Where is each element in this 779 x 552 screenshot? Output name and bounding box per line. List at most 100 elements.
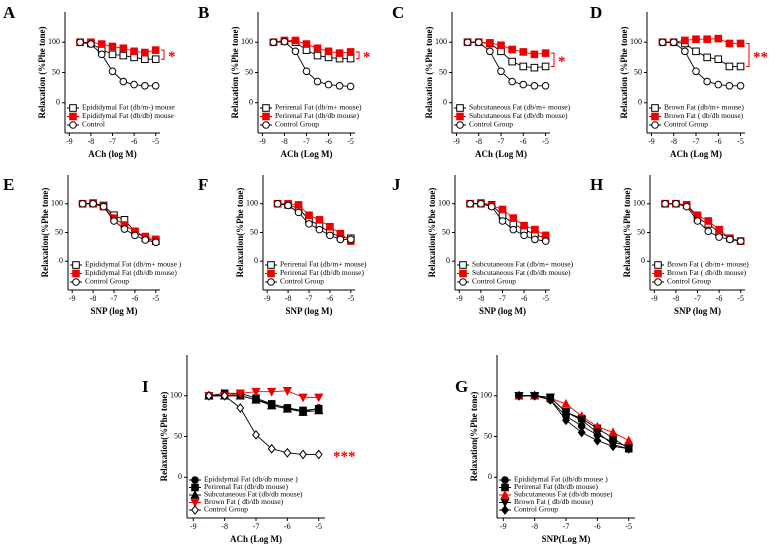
legend-label: Control Group	[514, 505, 558, 514]
panel-label: B	[198, 3, 209, 22]
marker	[530, 390, 539, 401]
marker	[110, 217, 118, 225]
x-axis-label: SNP (log M)	[286, 306, 333, 316]
y-axis-label: Relaxation(%Phe tone)	[159, 392, 169, 482]
x-tick-label: -6	[520, 137, 527, 146]
y-tick-label: 50	[634, 67, 642, 76]
x-tick-label: -8	[281, 137, 288, 146]
marker	[69, 112, 77, 121]
legend-label: Subcutaneous Fat (db/db mouse)	[469, 111, 568, 120]
marker	[283, 447, 292, 458]
legend-label: Control Group	[472, 277, 516, 286]
marker	[252, 429, 260, 440]
marker	[692, 35, 700, 44]
x-tick-label: -9	[500, 522, 507, 531]
marker	[519, 62, 528, 71]
marker	[251, 394, 261, 404]
significance: *	[168, 49, 176, 65]
marker	[141, 48, 149, 57]
x-axis-label: SNP (log M)	[674, 306, 721, 316]
marker	[726, 235, 734, 244]
marker	[541, 62, 550, 71]
marker	[669, 38, 678, 47]
y-tick-label: 0	[446, 256, 450, 265]
panel-label: D	[590, 3, 602, 22]
x-axis-label: ACh (Log M)	[475, 149, 527, 159]
legend-label: Subcutaneous Fat (db/m+ mouse)	[472, 260, 574, 269]
y-tick-label: 0	[254, 256, 258, 265]
y-tick-label: 50	[174, 431, 182, 440]
marker	[131, 231, 139, 240]
marker	[305, 220, 313, 228]
marker	[262, 104, 270, 112]
legend-label: Control Group	[85, 277, 129, 286]
marker	[324, 80, 333, 89]
y-tick-label: 100	[633, 199, 645, 208]
marker	[508, 77, 516, 86]
marker	[324, 47, 333, 56]
panel: G 0 50 100 -9 -8 -7 -6 -5 SNP(Log M) Relaxation(%P…	[455, 355, 635, 544]
x-tick-label: -9	[651, 294, 658, 303]
marker	[251, 387, 261, 397]
marker	[714, 34, 723, 43]
y-tick-label: 50	[637, 227, 645, 236]
panel-label: G	[455, 377, 468, 396]
x-tick-label: -5	[542, 137, 549, 146]
y-axis-label: Relaxation (%Phe tone)	[619, 27, 629, 119]
marker	[108, 67, 117, 76]
x-tick-label: -5	[315, 522, 322, 531]
marker	[347, 235, 355, 244]
panel: H 0 50 100 -9 -8 -7 -6 -5 SNP (log M) Relaxation(%…	[590, 175, 749, 316]
marker	[487, 202, 496, 211]
marker	[508, 45, 516, 54]
marker	[714, 55, 723, 63]
panel: D 0 50 100 -9 -8 -7 -6 -5 ACh (Log M) Relaxation (…	[590, 3, 768, 159]
marker	[294, 208, 303, 217]
marker	[463, 38, 472, 47]
marker	[141, 236, 150, 244]
x-axis-label: SNP (log M)	[91, 306, 138, 316]
panel-label: I	[142, 377, 149, 396]
legend-label: Epididymal Fat (db/db mouse )	[514, 475, 608, 484]
y-tick-label: 0	[638, 98, 642, 107]
legend-label: Epididymal Fat (db/db) mouse	[82, 111, 175, 120]
marker	[130, 80, 138, 89]
marker	[519, 80, 528, 89]
x-tick-label: -9	[66, 137, 73, 146]
bracket	[356, 51, 360, 60]
marker	[151, 55, 160, 63]
y-tick-label: 100	[241, 37, 253, 46]
x-tick-label: -8	[221, 522, 228, 531]
x-tick-label: -5	[737, 294, 744, 303]
x-axis-label: ACh (log M)	[88, 149, 137, 159]
marker	[497, 41, 505, 50]
marker	[302, 40, 311, 48]
y-tick-label: 0	[59, 256, 63, 265]
marker	[267, 400, 277, 410]
x-tick-label: -9	[190, 522, 197, 531]
marker	[298, 407, 308, 416]
marker	[326, 231, 334, 240]
legend-label: Subcutaneous Fat (db/db mouse)	[204, 490, 303, 499]
marker	[72, 278, 80, 286]
x-tick-label: -5	[347, 137, 354, 146]
marker	[190, 498, 200, 508]
marker	[561, 398, 571, 408]
marker	[561, 408, 571, 418]
significance: **	[753, 49, 768, 65]
x-tick-label: -6	[327, 294, 334, 303]
marker	[703, 77, 711, 86]
marker	[220, 390, 229, 401]
marker	[715, 233, 723, 241]
marker	[704, 217, 713, 225]
x-tick-label: -8	[670, 137, 677, 146]
marker	[520, 231, 528, 240]
marker	[76, 38, 84, 47]
marker	[313, 77, 322, 86]
x-tick-label: -6	[132, 294, 139, 303]
marker	[119, 51, 128, 60]
marker	[191, 483, 199, 492]
x-tick-label: -8	[90, 294, 97, 303]
x-tick-label: -7	[111, 294, 118, 303]
legend-label: Control Group	[667, 277, 711, 286]
